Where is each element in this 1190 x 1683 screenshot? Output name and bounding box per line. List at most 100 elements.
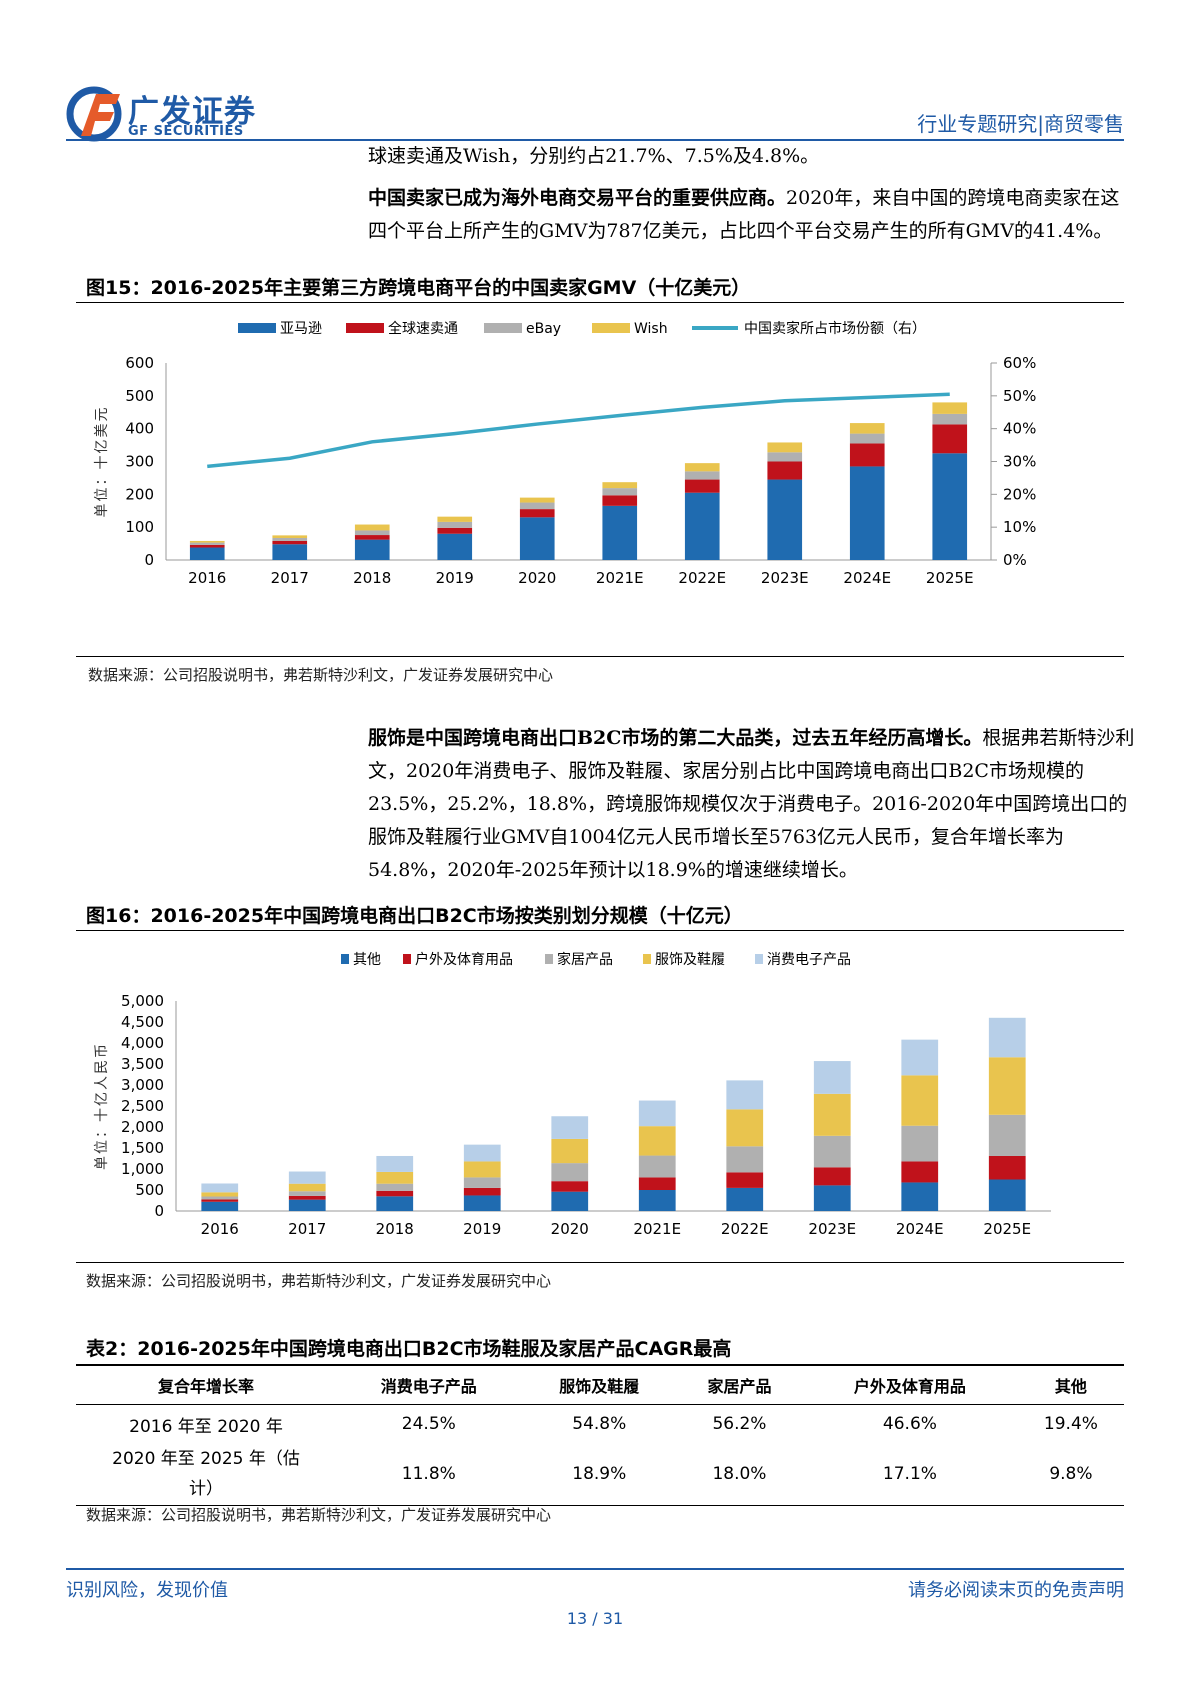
- y2-tick-label: 0%: [1003, 551, 1027, 569]
- bar-4: [988, 1017, 1026, 1058]
- y-tick-label: 1,000: [121, 1160, 164, 1178]
- legend-label: 全球速卖通: [388, 320, 458, 337]
- share-line: [207, 392, 950, 469]
- bar-3: [201, 1192, 239, 1197]
- x-tick-label: 2023E: [761, 569, 809, 587]
- bar-1: [463, 1187, 501, 1196]
- bar-3: [288, 1183, 326, 1192]
- bar-2: [602, 488, 638, 496]
- legend-label: 中国卖家所占市场份额（右）: [744, 320, 926, 337]
- logo-mark-icon: [66, 86, 122, 142]
- bar-0: [638, 1190, 676, 1211]
- bar-4: [463, 1144, 501, 1162]
- bar-2: [272, 538, 308, 541]
- bar-1: [988, 1155, 1026, 1180]
- y-tick-label: 4,000: [121, 1034, 164, 1052]
- page-number: 13 / 31: [566, 1609, 624, 1628]
- y-tick-label: 0: [154, 1202, 164, 1220]
- header-divider: [66, 139, 1124, 141]
- figure-16-bottom-rule: [76, 1262, 1124, 1263]
- x-tick-label: 2023E: [808, 1220, 856, 1238]
- bar-4: [813, 1061, 851, 1094]
- bar-2: [813, 1135, 851, 1168]
- bar-2: [849, 433, 885, 444]
- bar-0: [684, 492, 720, 560]
- legend-label: 服饰及鞋履: [655, 952, 725, 968]
- bar-3: [726, 1109, 764, 1147]
- footer-disclaimer-link[interactable]: 请务必阅读末页的免责声明: [908, 1580, 1124, 1601]
- legend-label: 消费电子产品: [767, 952, 851, 968]
- figure-15-bottom-rule: [76, 656, 1124, 657]
- bar-3: [463, 1161, 501, 1178]
- paragraph-lead: 中国卖家已成为海外电商交易平台的重要供应商。: [368, 187, 787, 209]
- bar-4: [638, 1100, 676, 1127]
- bar-4: [201, 1183, 239, 1193]
- bar-2: [901, 1125, 939, 1162]
- figure-15-top-rule: [76, 302, 1124, 303]
- bar-2: [354, 530, 390, 536]
- figure-15-title: 图15：2016-2025年主要第三方跨境电商平台的中国卖家GMV（十亿美元）: [86, 277, 751, 299]
- table-cell: 54.8%: [572, 1414, 627, 1434]
- bar-2: [932, 413, 968, 425]
- bar-0: [602, 505, 638, 560]
- y2-tick-label: 40%: [1003, 420, 1036, 438]
- bar-3: [519, 497, 555, 503]
- bar-0: [288, 1199, 326, 1211]
- figure-16-title: 图16：2016-2025年中国跨境电商出口B2C市场按类别划分规模（十亿元）: [86, 905, 743, 927]
- x-tick-label: 2019: [463, 1220, 501, 1238]
- y2-tick-label: 60%: [1003, 354, 1036, 372]
- table-header-cell: 服饰及鞋履: [521, 1364, 677, 1405]
- bar-1: [932, 424, 968, 454]
- bar-1: [288, 1195, 326, 1200]
- bar-2: [638, 1155, 676, 1178]
- logo-text-cn: 广发证券: [128, 94, 256, 130]
- bar-3: [684, 463, 720, 472]
- y2-tick-label: 50%: [1003, 387, 1036, 405]
- bar-3: [437, 516, 473, 522]
- bar-3: [189, 540, 225, 543]
- bar-0: [551, 1191, 589, 1211]
- x-tick-label: 2018: [376, 1220, 414, 1238]
- legend-label: eBay: [526, 321, 561, 337]
- bar-1: [551, 1181, 589, 1192]
- bar-0: [813, 1185, 851, 1211]
- bar-0: [189, 547, 225, 560]
- bar-0: [767, 479, 803, 560]
- bar-1: [849, 443, 885, 467]
- table-row: 2020 年至 2025 年（估计） 11.8% 18.9% 18.0% 17.…: [76, 1443, 1124, 1506]
- bar-3: [272, 535, 308, 539]
- bar-1: [201, 1199, 239, 1202]
- bar-1: [189, 544, 225, 548]
- legend-label: 户外及体育用品: [415, 951, 513, 968]
- bar-3: [988, 1057, 1026, 1115]
- y-tick-label: 500: [135, 1181, 164, 1199]
- y-tick-label: 4,500: [121, 1013, 164, 1031]
- figure-16-top-rule: [76, 930, 1124, 931]
- table-cell: 46.6%: [882, 1414, 937, 1434]
- bar-0: [988, 1179, 1026, 1211]
- bar-1: [638, 1177, 676, 1190]
- footer-divider: [66, 1568, 1124, 1570]
- table-cell: 9.8%: [1017, 1443, 1124, 1506]
- bar-2: [189, 542, 225, 545]
- legend-swatch: [346, 323, 384, 333]
- legend-swatch: [341, 954, 349, 964]
- y-tick-label: 5,000: [121, 992, 164, 1010]
- y-tick-label: 400: [125, 420, 154, 438]
- figure-15-chart: 0 100 200 300 400 500 600 单位：十亿美元 2016 2017 2018 20…: [94, 320, 1036, 587]
- bar-2: [519, 502, 555, 510]
- legend-swatch: [545, 954, 553, 964]
- paragraph-chinese-sellers: 中国卖家已成为海外电商交易平台的重要供应商。2020年，来自中国的跨境电商卖家在…: [368, 182, 1128, 248]
- x-tick-label: 2020: [551, 1220, 589, 1238]
- y-tick-label: 2,500: [121, 1097, 164, 1115]
- bar-3: [551, 1138, 589, 1164]
- x-tick-label: 2024E: [843, 569, 891, 587]
- legend-swatch: [643, 954, 651, 964]
- x-tick-label: 2025E: [983, 1220, 1031, 1238]
- bar-2: [726, 1146, 764, 1173]
- paragraph-body: 根据弗若斯特沙利文，2020年消费电子、服饰及鞋履、家居分别占比中国跨境电商出口…: [368, 727, 1135, 881]
- bar-4: [376, 1155, 414, 1172]
- y-tick-label: 600: [125, 354, 154, 372]
- table-header-cell: 家居产品: [676, 1364, 802, 1405]
- report-category: 行业专题研究|商贸零售: [917, 112, 1124, 136]
